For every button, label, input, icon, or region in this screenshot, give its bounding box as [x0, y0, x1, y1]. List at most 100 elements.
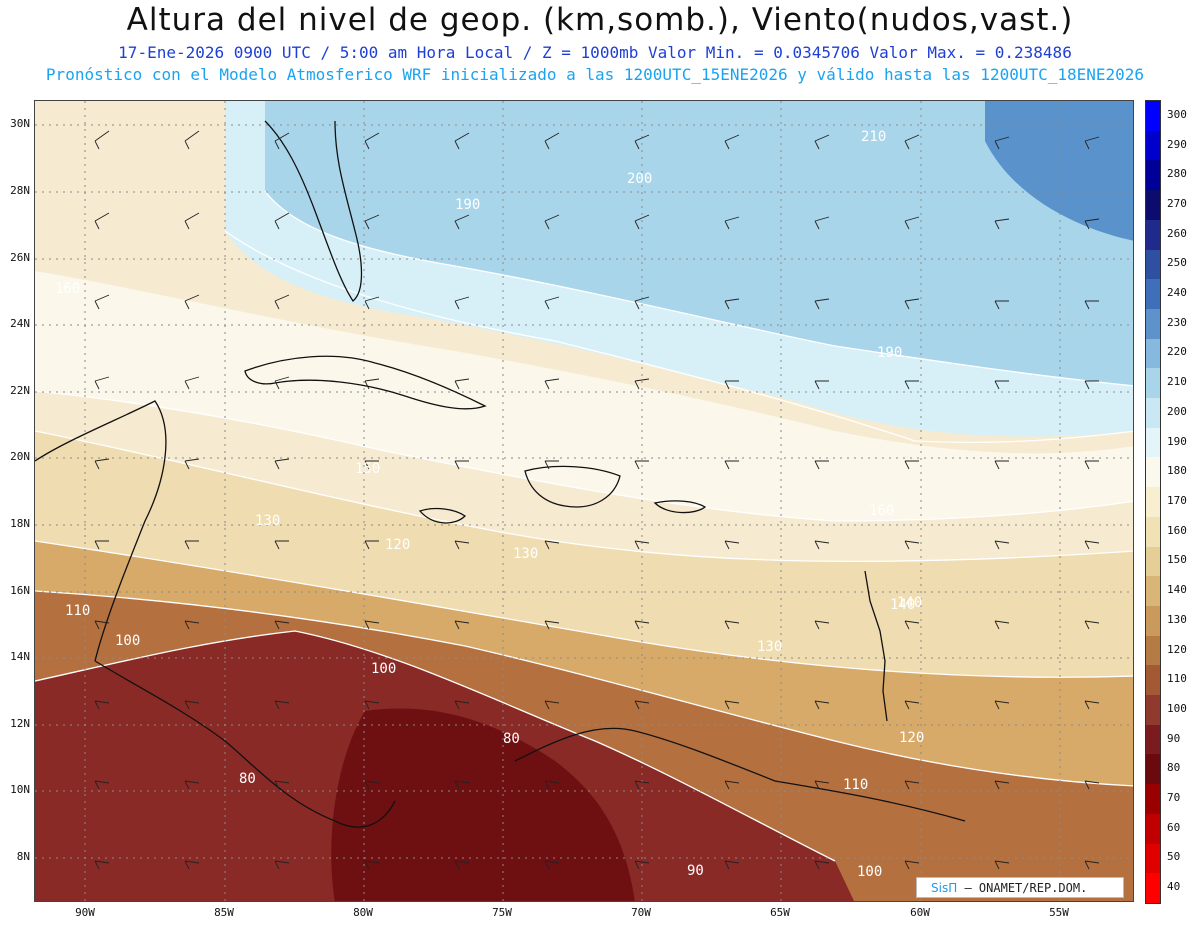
color-scale-box: [1146, 308, 1160, 340]
color-scale-label: 170: [1167, 494, 1187, 507]
lat-label: 14N: [10, 650, 30, 663]
lat-label: 12N: [10, 717, 30, 730]
color-scale-box: [1146, 784, 1160, 815]
color-scale-box: [1146, 695, 1160, 726]
contour-label: 100: [371, 661, 396, 677]
yucatan-coast: [35, 400, 167, 662]
color-scale-label: 260: [1167, 226, 1187, 240]
contour-label: 160: [869, 503, 894, 519]
lon-label: 70W: [631, 906, 651, 919]
lat-label: 10N: [10, 783, 30, 796]
puerto-rico-coast: [653, 500, 707, 514]
color-scale-box: [1146, 130, 1160, 161]
forecast-time-info: 17-Ene-2026 0900 UTC / 5:00 am Hora Loca…: [118, 43, 1072, 62]
color-scale-label: 150: [1167, 553, 1187, 567]
color-scale-label: 270: [1167, 196, 1187, 210]
color-scale-bar: [1145, 100, 1161, 904]
contour-label: 140: [890, 597, 915, 613]
color-scale-box: [1146, 457, 1160, 488]
contour-label: 160: [55, 281, 80, 297]
lon-label: 75W: [492, 906, 512, 919]
color-scale-box: [1146, 754, 1160, 785]
graticule: [35, 101, 1133, 901]
color-scale-label: 230: [1167, 315, 1187, 329]
contour-label: 120: [385, 537, 410, 553]
contour-lines: [35, 190, 1133, 862]
lat-label: 8N: [16, 850, 30, 863]
band-white: [35, 271, 1133, 521]
color-scale-label: 70: [1167, 791, 1181, 805]
color-scale-label: 160: [1167, 523, 1187, 537]
band-dark-blue: [985, 101, 1133, 241]
contour-label: 130: [255, 513, 280, 529]
sispi-logo: SisΠ: [931, 881, 958, 895]
color-scale-box: [1146, 873, 1160, 904]
color-scale-box: [1146, 101, 1160, 132]
contour-label: 190: [877, 345, 902, 361]
band-blue: [265, 101, 1133, 386]
contour-label: 120: [899, 730, 924, 746]
lon-label: 90W: [75, 906, 95, 919]
color-scale-box: [1146, 813, 1160, 845]
contour-label: 100: [115, 633, 140, 649]
map-canvas: 210 200 190 190 160 150 140 130 130 130 …: [35, 101, 1133, 901]
lat-label: 20N: [10, 450, 30, 463]
map-title: Altura del nivel de geop. (km,somb.), Vi…: [126, 2, 1074, 38]
color-scale-box: [1146, 338, 1160, 369]
lat-label: 22N: [10, 384, 30, 397]
lat-label: 26N: [10, 251, 30, 264]
contour-label: 80: [239, 771, 256, 787]
color-scale-box: [1146, 427, 1160, 458]
color-scale-label: 290: [1167, 137, 1187, 151]
coastlines: [35, 120, 966, 828]
color-scale-label: 50: [1167, 850, 1181, 864]
jamaica-coast: [418, 507, 467, 524]
south-america-coast: [514, 727, 966, 822]
contour-label: 140: [897, 595, 922, 611]
color-scale-label: 120: [1167, 642, 1187, 656]
color-scale-label: 110: [1167, 672, 1187, 686]
lat-label: 30N: [10, 117, 30, 130]
color-scale-box: [1146, 576, 1160, 607]
model-run-info: Pronóstico con el Modelo Atmosferico WRF…: [45, 65, 1145, 84]
lon-label: 60W: [910, 906, 930, 919]
color-scale-box: [1146, 249, 1160, 280]
lesser-antilles: [864, 570, 888, 722]
color-scale-label: 140: [1167, 583, 1187, 597]
color-scale-label: 250: [1167, 256, 1187, 270]
lat-label: 24N: [10, 317, 30, 330]
central-america-coast: [94, 660, 396, 828]
color-scale-label: 280: [1167, 167, 1187, 181]
contour-label: 80: [503, 731, 520, 747]
contour-label: 130: [513, 546, 538, 562]
color-scale-label: 200: [1167, 404, 1187, 418]
color-scale-box: [1146, 487, 1160, 518]
color-scale-box: [1146, 605, 1160, 637]
florida-coast: [264, 120, 363, 302]
contour-label: 130: [757, 639, 782, 655]
color-scale-label: 190: [1167, 434, 1187, 448]
color-scale-label: 60: [1167, 820, 1181, 834]
contour-label: 210: [861, 129, 886, 145]
color-scale-box: [1146, 219, 1160, 251]
lat-label: 28N: [10, 184, 30, 197]
lon-label: 55W: [1049, 906, 1069, 919]
contour-label: 200: [627, 171, 652, 187]
color-scale-box: [1146, 635, 1160, 666]
color-scale-label: 210: [1167, 375, 1187, 389]
color-scale-box: [1146, 279, 1160, 310]
contour-label: 150: [355, 461, 380, 477]
lon-label: 80W: [353, 906, 373, 919]
color-scale-label: 40: [1167, 880, 1181, 894]
color-scale-label: 300: [1167, 107, 1187, 121]
color-scale-label: 100: [1167, 701, 1187, 715]
branding-text: – ONAMET/REP.DOM.: [964, 881, 1088, 895]
band-tan-mid: [35, 541, 1133, 795]
lat-label: 18N: [10, 517, 30, 530]
hispaniola-coast: [524, 465, 621, 508]
color-scale-box: [1146, 398, 1160, 429]
forecast-map: 210 200 190 190 160 150 140 130 130 130 …: [34, 100, 1134, 902]
color-scale-box: [1146, 368, 1160, 399]
lat-label: 16N: [10, 584, 30, 597]
branding-box: SisΠ – ONAMET/REP.DOM.: [916, 877, 1124, 898]
